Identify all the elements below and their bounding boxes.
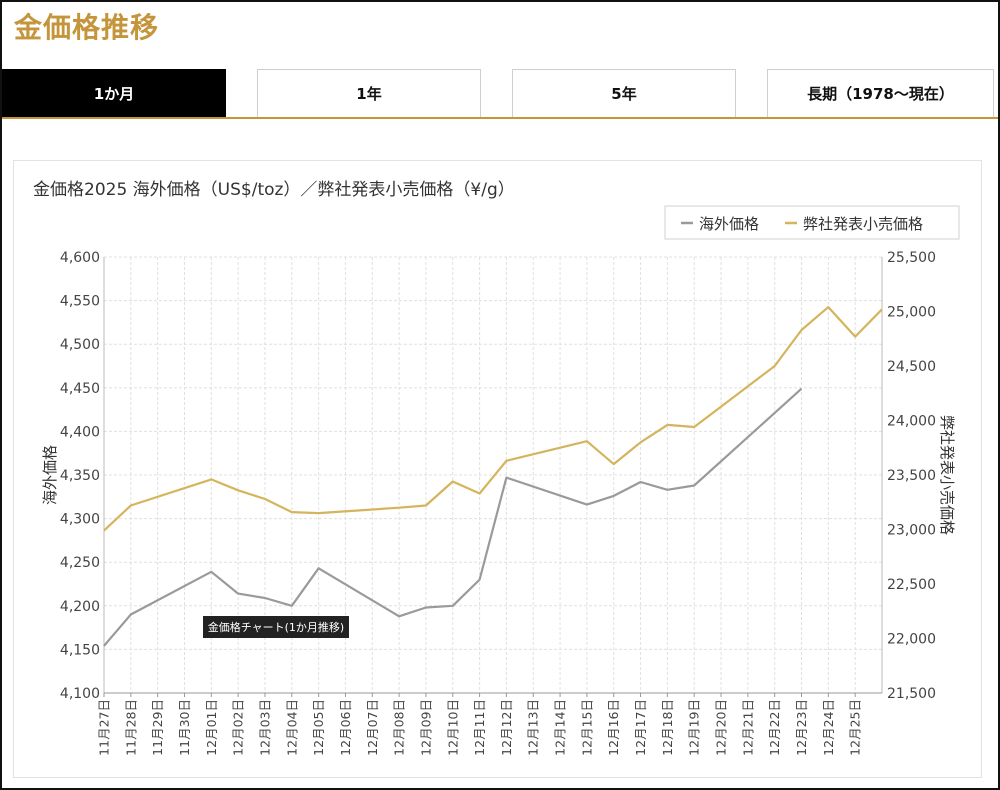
x-tick-label: 12月03日 <box>257 699 272 756</box>
y-right-tick-label: 24,500 <box>887 359 936 375</box>
gold-price-chart: 金価格2025 海外価格（US$/toz）／弊社発表小売価格（¥/g） 海外価格… <box>33 180 960 756</box>
x-tick-label: 12月18日 <box>660 699 675 756</box>
x-tick-label: 12月10日 <box>445 699 460 756</box>
tab-1-year[interactable]: 1年 <box>257 69 481 117</box>
x-tick-label: 12月09日 <box>418 699 433 756</box>
y-right-tick-label: 22,500 <box>887 577 936 593</box>
y-right-tick-label: 23,500 <box>887 468 936 484</box>
x-tick-label: 12月21日 <box>740 699 755 756</box>
y-axis-right-ticks: 21,500 22,000 22,500 23,000 23,500 24,000 24,5… <box>887 250 936 702</box>
y-left-tick-label: 4,100 <box>60 686 100 702</box>
y-right-tick-label: 22,000 <box>887 632 936 648</box>
x-tick-label: 11月27日 <box>97 699 112 756</box>
y-right-tick-label: 21,500 <box>887 686 936 702</box>
x-tick-label: 12月07日 <box>365 699 380 756</box>
chart-title: 金価格2025 海外価格（US$/toz）／弊社発表小売価格（¥/g） <box>33 180 515 200</box>
legend-label-overseas[interactable]: 海外価格 <box>699 215 759 233</box>
x-tick-label: 11月28日 <box>123 699 138 756</box>
x-tick-label: 12月23日 <box>794 699 809 756</box>
y-right-tick-label: 23,000 <box>887 523 936 539</box>
y-left-tick-label: 4,500 <box>60 337 100 353</box>
tooltip-box <box>203 616 349 638</box>
x-tick-label: 12月13日 <box>526 699 541 756</box>
x-tick-label: 12月02日 <box>231 699 246 756</box>
series-line-retail[interactable] <box>103 306 883 532</box>
series-line-overseas[interactable] <box>103 387 803 647</box>
x-axis-ticks: 11月27日 11月28日 11月29日 11月30日 12月01日 12月02日 12月0… <box>97 693 863 756</box>
y-left-tick-label: 4,600 <box>60 250 100 266</box>
y-right-tick-label: 25,500 <box>887 250 936 266</box>
tabs-underline <box>2 117 998 119</box>
x-tick-label: 12月19日 <box>687 699 702 756</box>
x-tick-label: 12月14日 <box>553 699 568 756</box>
x-tick-label: 12月16日 <box>606 699 621 756</box>
page-title: 金価格推移 <box>14 11 160 44</box>
x-tick-label: 12月15日 <box>579 699 594 756</box>
y-left-tick-label: 4,450 <box>60 381 100 397</box>
tab-long-term[interactable]: 長期（1978～現在） <box>767 69 994 117</box>
y-left-tick-label: 4,150 <box>60 642 100 658</box>
chart-tooltip: 金価格チャート(1か月推移) <box>203 616 349 638</box>
y-right-tick-label: 24,000 <box>887 414 936 430</box>
x-tick-label: 12月11日 <box>472 699 487 756</box>
legend-label-retail[interactable]: 弊社発表小売価格 <box>803 215 923 233</box>
grid <box>103 256 883 694</box>
x-tick-label: 12月24日 <box>821 699 836 756</box>
x-tick-label: 12月06日 <box>338 699 353 756</box>
x-tick-label: 11月29日 <box>150 699 165 756</box>
x-tick-label: 12月20日 <box>714 699 729 756</box>
tab-1-month[interactable]: 1か月 <box>2 69 226 117</box>
tooltip-text: 金価格チャート(1か月推移) <box>208 620 344 634</box>
x-tick-label: 12月17日 <box>633 699 648 756</box>
y-left-tick-label: 4,200 <box>60 599 100 615</box>
y-left-tick-label: 4,400 <box>60 424 100 440</box>
x-tick-label: 12月01日 <box>204 699 219 756</box>
x-tick-label: 12月12日 <box>499 699 514 756</box>
x-tick-label: 12月08日 <box>392 699 407 756</box>
y-left-tick-label: 4,350 <box>60 468 100 484</box>
y-right-tick-label: 25,000 <box>887 305 936 321</box>
legend[interactable]: 海外価格 弊社発表小売価格 <box>664 205 960 240</box>
tab-5-years[interactable]: 5年 <box>512 69 736 117</box>
y-left-tick-label: 4,550 <box>60 294 100 310</box>
x-tick-label: 12月05日 <box>311 699 326 756</box>
x-tick-label: 12月25日 <box>848 699 863 756</box>
x-tick-label: 12月22日 <box>767 699 782 756</box>
chart-panel: 金価格2025 海外価格（US$/toz）／弊社発表小売価格（¥/g） 海外価格… <box>13 160 982 778</box>
y-axis-left-label: 海外価格 <box>41 445 59 505</box>
period-tabs: 1か月 1年 5年 長期（1978～現在） <box>2 69 998 119</box>
legend-box <box>664 205 960 240</box>
x-tick-label: 11月30日 <box>177 699 192 756</box>
x-tick-label: 12月04日 <box>284 699 299 756</box>
series-layer <box>103 306 883 647</box>
y-left-tick-label: 4,300 <box>60 512 100 528</box>
y-left-tick-label: 4,250 <box>60 555 100 571</box>
y-axis-left-ticks: 4,100 4,150 4,200 4,250 4,300 4,350 4,400 4,450… <box>60 250 100 702</box>
y-axis-right-label: 弊社発表小売価格 <box>938 415 956 535</box>
